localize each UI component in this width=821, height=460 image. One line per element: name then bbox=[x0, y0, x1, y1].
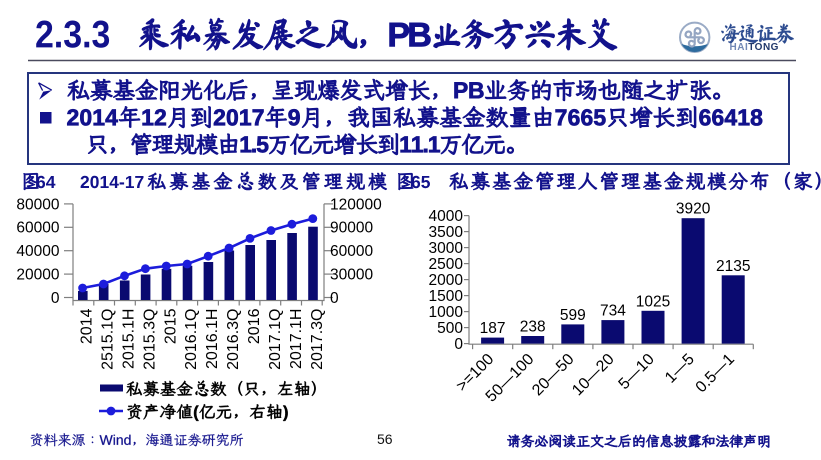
svg-text:HAITONG: HAITONG bbox=[730, 42, 779, 53]
svg-text:3920: 3920 bbox=[676, 201, 711, 218]
svg-text:2014: 2014 bbox=[79, 308, 96, 344]
svg-text:2016.1Q: 2016.1Q bbox=[183, 309, 200, 370]
svg-text:2015.3Q: 2015.3Q bbox=[141, 309, 158, 370]
svg-text:56: 56 bbox=[377, 431, 393, 447]
svg-text:60000: 60000 bbox=[330, 243, 373, 260]
svg-text:4000: 4000 bbox=[429, 208, 464, 225]
svg-text:2017.1H: 2017.1H bbox=[288, 309, 305, 370]
svg-text:5—10: 5—10 bbox=[616, 351, 658, 393]
svg-text:0: 0 bbox=[51, 290, 60, 307]
svg-text:1025: 1025 bbox=[636, 293, 670, 310]
svg-text:0: 0 bbox=[330, 290, 339, 307]
svg-text:2017.3Q: 2017.3Q bbox=[309, 309, 326, 370]
svg-text:500: 500 bbox=[437, 320, 463, 337]
svg-text:2500: 2500 bbox=[429, 256, 464, 273]
svg-text:1—5: 1—5 bbox=[662, 351, 698, 387]
svg-text:2016.1H: 2016.1H bbox=[204, 309, 221, 370]
svg-text:238: 238 bbox=[520, 319, 546, 336]
svg-text:80000: 80000 bbox=[16, 196, 59, 213]
svg-text:90000: 90000 bbox=[330, 220, 373, 237]
svg-text:0.5—1: 0.5—1 bbox=[693, 351, 738, 396]
svg-text:187: 187 bbox=[480, 320, 506, 337]
svg-text:30000: 30000 bbox=[330, 267, 373, 284]
svg-text:3000: 3000 bbox=[429, 240, 464, 257]
svg-text:2000: 2000 bbox=[429, 272, 464, 289]
svg-text:120000: 120000 bbox=[330, 196, 382, 213]
svg-text:20—50: 20—50 bbox=[529, 351, 578, 400]
svg-text:2016: 2016 bbox=[246, 308, 263, 344]
svg-text:60000: 60000 bbox=[16, 220, 59, 237]
svg-text:734: 734 bbox=[600, 303, 626, 320]
svg-text:3500: 3500 bbox=[429, 224, 464, 241]
svg-text:20000: 20000 bbox=[16, 267, 59, 284]
svg-text:0: 0 bbox=[454, 336, 463, 353]
svg-text:10—20: 10—20 bbox=[569, 351, 618, 400]
svg-text:1500: 1500 bbox=[429, 288, 464, 305]
svg-text:2015: 2015 bbox=[162, 308, 179, 344]
svg-text:2017.1Q: 2017.1Q bbox=[267, 309, 284, 370]
svg-text:1000: 1000 bbox=[429, 304, 464, 321]
svg-text:599: 599 bbox=[560, 307, 586, 324]
svg-text:2015.1H: 2015.1H bbox=[121, 309, 138, 370]
svg-text:2016.3Q: 2016.3Q bbox=[225, 309, 242, 370]
svg-text:40000: 40000 bbox=[16, 243, 59, 260]
svg-text:2515.1Q: 2515.1Q bbox=[100, 309, 117, 370]
svg-text:2135: 2135 bbox=[716, 258, 750, 275]
